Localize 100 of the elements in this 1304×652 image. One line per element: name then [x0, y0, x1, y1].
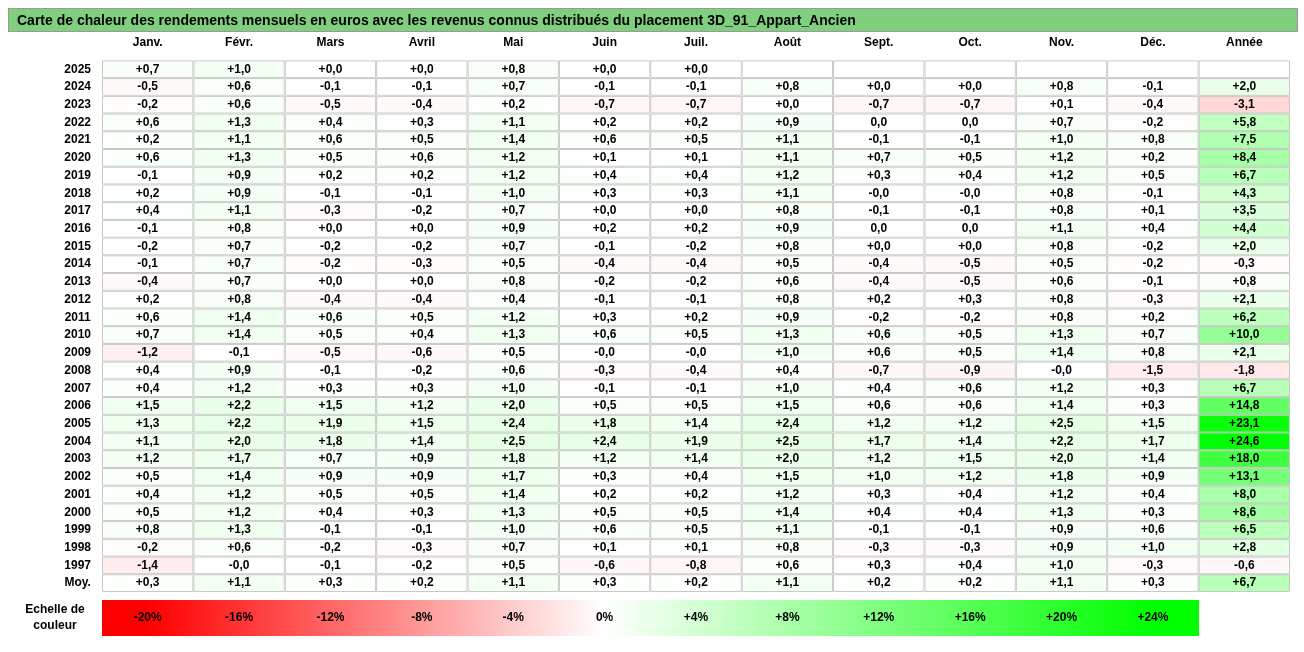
data-label: 0,0 — [961, 114, 979, 129]
x-tick-label: Août — [773, 34, 802, 49]
data-label: +0,8 — [501, 274, 526, 289]
data-label: -0,1 — [959, 203, 981, 218]
data-label: +0,4 — [501, 291, 526, 306]
data-label: +0,5 — [1049, 256, 1074, 271]
data-label: -0,1 — [411, 185, 433, 200]
data-label: +1,7 — [1141, 433, 1166, 448]
data-label: +0,6 — [866, 398, 891, 413]
y-tick-label: 2010 — [64, 327, 92, 342]
data-label: -0,4 — [411, 291, 433, 306]
data-label: +0,2 — [135, 291, 160, 306]
data-label: +1,2 — [135, 451, 160, 466]
data-label: +0,0 — [592, 203, 617, 218]
data-label: +0,3 — [318, 380, 343, 395]
data-label: +1,2 — [501, 167, 526, 182]
data-label: +0,5 — [135, 469, 160, 484]
data-label: +0,4 — [318, 114, 343, 129]
data-label: -0,3 — [1233, 256, 1255, 271]
data-label: +0,5 — [775, 256, 800, 271]
data-label: +0,8 — [775, 540, 800, 555]
data-label: +0,0 — [318, 274, 343, 289]
data-label: +0,6 — [318, 132, 343, 147]
data-label: +0,2 — [409, 575, 435, 590]
chart-title: Carte de chaleur des rendements mensuels en euros avec les revenus connus distribués du placement 3D_91_Appart_Ancien — [8, 8, 1298, 32]
data-label: +0,6 — [866, 327, 891, 342]
data-label: +0,3 — [592, 469, 617, 484]
data-label: -0,4 — [685, 362, 707, 377]
data-label: +0,2 — [1141, 150, 1166, 165]
data-label: +6,7 — [1232, 167, 1257, 182]
data-label: +0,5 — [318, 150, 343, 165]
data-label: +0,3 — [1141, 575, 1166, 590]
data-label: -0,1 — [868, 132, 890, 147]
y-tick-label: 2013 — [64, 274, 92, 289]
y-tick-label: 2019 — [64, 167, 92, 182]
data-label: +0,5 — [684, 522, 709, 537]
data-label: +1,2 — [866, 451, 891, 466]
data-label: +0,1 — [684, 540, 709, 555]
data-label: +0,5 — [1141, 167, 1166, 182]
data-label: +1,2 — [958, 469, 983, 484]
data-label: +1,1 — [1049, 221, 1074, 236]
data-label: -0,1 — [868, 203, 890, 218]
data-label: +0,4 — [866, 380, 891, 395]
data-label: +0,9 — [227, 362, 252, 377]
y-tick-label: 2016 — [64, 221, 92, 236]
data-label: +0,3 — [958, 291, 983, 306]
data-label: +1,4 — [1049, 345, 1074, 360]
y-tick-label: 2007 — [64, 380, 92, 395]
data-label: +0,3 — [1141, 380, 1166, 395]
data-label: +1,5 — [1141, 415, 1166, 430]
y-tick-label: 2014 — [64, 256, 92, 271]
data-label: +1,8 — [318, 433, 343, 448]
data-label: +1,9 — [684, 433, 709, 448]
data-label: -0,0 — [685, 345, 707, 360]
data-label: +1,7 — [501, 469, 526, 484]
data-label: +0,2 — [501, 97, 526, 112]
data-label: +6,5 — [1232, 522, 1257, 537]
data-label: -0,4 — [411, 97, 433, 112]
data-label: +1,3 — [1049, 504, 1074, 519]
data-label: +0,9 — [227, 167, 252, 182]
data-label: +1,4 — [684, 415, 709, 430]
data-label: +0,6 — [592, 522, 617, 537]
data-label: +1,2 — [866, 415, 891, 430]
data-label: +1,3 — [775, 327, 800, 342]
data-label: +0,2 — [409, 167, 435, 182]
data-label: +0,6 — [318, 309, 343, 324]
data-label: +2,8 — [1232, 540, 1257, 555]
data-label: +1,7 — [227, 451, 252, 466]
data-label: +0,6 — [501, 362, 526, 377]
x-tick-label: Janv. — [132, 34, 163, 49]
x-tick-label: Année — [1225, 34, 1263, 49]
data-label: -1,2 — [137, 345, 159, 360]
data-label: +0,5 — [135, 504, 160, 519]
data-label: +1,1 — [775, 522, 800, 537]
data-label: -0,2 — [137, 97, 159, 112]
data-label: +0,5 — [318, 486, 343, 501]
data-label: +0,9 — [775, 114, 800, 129]
data-label: +0,4 — [1141, 221, 1166, 236]
data-label: +0,2 — [684, 486, 709, 501]
data-label: +7,5 — [1232, 132, 1257, 147]
data-label: +0,3 — [1141, 504, 1166, 519]
data-label: +0,5 — [684, 327, 709, 342]
data-label: +0,3 — [592, 309, 617, 324]
data-label: +1,3 — [227, 150, 252, 165]
data-label: +1,4 — [684, 451, 709, 466]
x-tick-label: Mai — [503, 34, 524, 49]
data-label: +0,4 — [958, 486, 983, 501]
data-label: +0,8 — [775, 238, 800, 253]
data-label: +0,2 — [135, 132, 160, 147]
data-label: +1,4 — [1049, 398, 1074, 413]
data-label: -0,3 — [959, 540, 981, 555]
data-label: +18,0 — [1229, 451, 1260, 466]
data-label: +0,0 — [409, 274, 435, 289]
data-label: +0,9 — [1141, 469, 1166, 484]
data-label: -0,4 — [868, 256, 890, 271]
data-label: +0,4 — [1141, 486, 1166, 501]
data-label: -0,4 — [137, 274, 159, 289]
color-bar-label: -12% — [316, 610, 345, 625]
data-label: +1,4 — [501, 132, 526, 147]
data-label: -1,5 — [1142, 362, 1164, 377]
